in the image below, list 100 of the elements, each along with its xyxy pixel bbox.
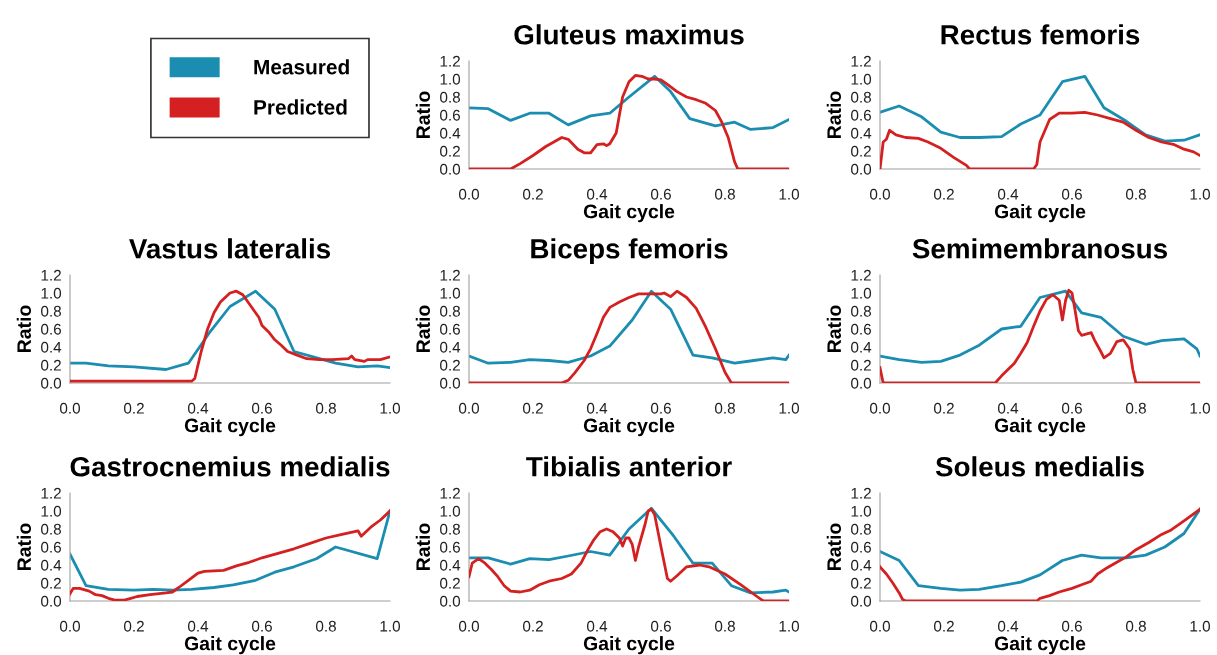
x-tick-label: 0.0 [458,188,480,200]
x-tick-label: 0.6 [251,620,272,632]
x-tick-label: 0.0 [458,620,480,632]
chart-title: Vastus lateralis [129,238,331,259]
y-tick-label: 1.0 [440,505,461,517]
x-tick-label: 0.2 [123,402,144,414]
chart-title: Biceps femoris [531,238,728,265]
x-axis-title: Gait cycle [583,636,675,655]
x-tick-label: 1.0 [1190,402,1211,414]
x-tick-label: 0.6 [1061,620,1082,632]
x-tick-label: 0.0 [869,188,891,200]
y-axis-title: Ratio [16,523,32,570]
legend-label: Predicted [254,99,347,115]
chart-title: Rectus femoris [941,24,1140,45]
y-tick-label: 0.8 [851,91,871,103]
x-tick-label: 0.8 [714,620,735,632]
x-tick-label: 0.6 [650,402,671,414]
y-tick-label: 0.8 [41,523,61,535]
y-axis-title: Ratio [826,91,842,138]
x-tick-label: 0.2 [933,402,954,414]
x-tick-label: 1.0 [380,620,401,632]
y-tick-label: 1.2 [41,269,61,281]
x-axis-title: Gait cycle [994,204,1086,223]
x-tick-label: 0.8 [1125,620,1146,632]
y-tick-label: 0.8 [440,91,460,103]
y-tick-label: 1.2 [41,487,61,499]
y-tick-label: 0.0 [440,163,461,175]
y-axis-title: Ratio [415,91,431,138]
x-tick-label: 0.8 [714,188,735,200]
y-tick-label: 1.0 [440,73,461,85]
y-axis-title: Ratio [415,305,431,352]
y-axis-title: Ratio [826,305,842,352]
x-tick-label: 0.4 [586,188,608,200]
y-tick-label: 0.2 [851,359,871,371]
y-tick-label: 0.6 [851,541,871,553]
y-tick-label: 0.6 [440,541,460,553]
y-tick-label: 0.6 [41,323,61,335]
y-tick-label: 0.0 [851,595,872,607]
y-tick-label: 0.6 [851,109,871,121]
x-tick-label: 0.0 [59,620,81,632]
y-tick-label: 1.2 [851,269,871,281]
y-tick-label: 0.2 [440,577,460,589]
y-tick-label: 0.8 [440,305,460,317]
y-tick-label: 0.6 [440,109,460,121]
y-tick-label: 1.0 [851,73,872,85]
x-tick-label: 0.2 [522,620,543,632]
y-tick-label: 0.6 [41,541,61,553]
x-tick-label: 0.8 [714,402,735,414]
chart-title: Tibialis anterior [526,456,732,477]
x-tick-label: 0.6 [650,620,671,632]
legend-label: Measured [254,59,349,75]
x-tick-label: 0.4 [997,402,1019,414]
y-tick-label: 0.4 [851,559,872,571]
y-tick-label: 1.0 [41,287,62,299]
y-tick-label: 0.2 [851,145,871,157]
x-tick-label: 1.0 [1190,620,1211,632]
y-tick-label: 0.6 [851,323,871,335]
y-tick-label: 0.8 [440,523,460,535]
y-tick-label: 0.2 [440,145,460,157]
x-tick-label: 0.4 [187,620,209,632]
line-series [469,289,789,365]
line-series [880,74,1200,143]
x-tick-label: 0.2 [933,188,954,200]
y-axis-title: Ratio [826,523,842,570]
line-series [469,74,789,131]
y-tick-label: 1.0 [41,505,62,517]
y-tick-label: 1.2 [851,55,871,67]
y-tick-label: 0.0 [41,595,62,607]
y-axis-title: Ratio [16,305,32,352]
y-tick-label: 0.0 [440,595,461,607]
x-tick-label: 0.6 [1061,188,1082,200]
y-tick-label: 0.4 [440,127,461,139]
y-tick-label: 0.4 [440,341,461,353]
x-axis-title: Gait cycle [583,204,675,223]
y-tick-label: 0.4 [41,341,62,353]
y-tick-label: 0.6 [440,323,460,335]
y-tick-label: 0.0 [851,163,872,175]
x-axis-title: Gait cycle [994,636,1086,655]
y-tick-label: 0.4 [440,559,461,571]
x-tick-label: 0.0 [869,402,891,414]
x-tick-label: 0.8 [1125,402,1146,414]
y-tick-label: 1.0 [851,505,872,517]
x-tick-label: 0.2 [933,620,954,632]
x-tick-label: 1.0 [779,620,800,632]
x-tick-label: 0.4 [997,620,1019,632]
y-tick-label: 1.0 [440,287,461,299]
x-tick-label: 0.0 [869,620,891,632]
x-tick-label: 0.8 [315,620,336,632]
x-tick-label: 1.0 [1190,188,1211,200]
x-tick-label: 0.6 [650,188,671,200]
x-tick-label: 1.0 [380,402,401,414]
x-tick-label: 1.0 [779,402,800,414]
x-tick-label: 0.0 [458,402,480,414]
y-tick-label: 1.2 [440,55,460,67]
y-tick-label: 0.8 [851,523,871,535]
y-tick-label: 1.2 [851,487,871,499]
y-tick-label: 0.2 [41,577,61,589]
x-tick-label: 0.4 [586,402,608,414]
chart-title: Gluteus maximus [514,24,744,45]
y-tick-label: 1.0 [851,287,872,299]
